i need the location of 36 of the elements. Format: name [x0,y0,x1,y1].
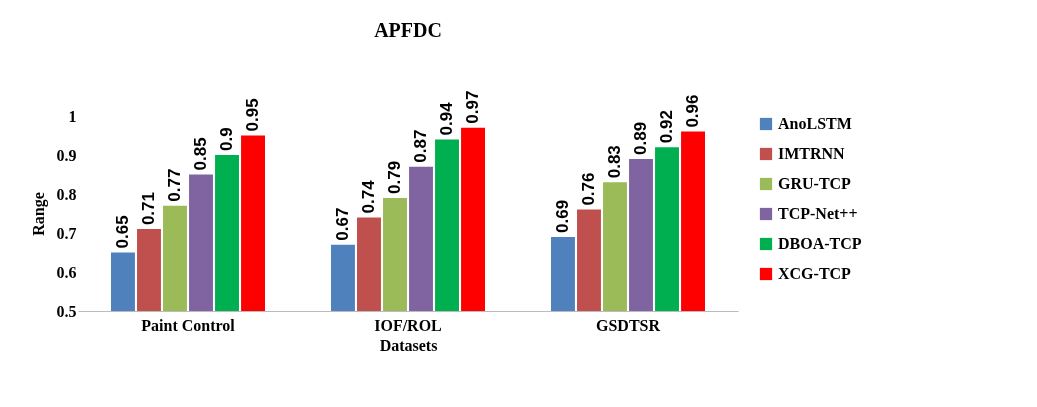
y-tick-label: 0.9 [56,146,77,164]
data-label: 0.85 [191,137,211,171]
data-label: 0.69 [552,199,572,233]
data-label: 0.83 [604,145,624,179]
data-label: 0.65 [112,215,132,249]
data-label: 0.95 [243,98,263,132]
data-label: 0.97 [463,90,483,124]
data-label: 0.79 [384,160,404,194]
y-tick-label: 1 [68,107,77,125]
y-tick-label: 0.8 [56,185,77,203]
x-tick-label: Paint Control [141,316,236,334]
legend-label: XCG-TCP [778,265,852,282]
x-tick-label: IOF/ROL [374,316,442,334]
legend-label: DBOA-TCP [778,235,862,252]
legend-label: TCP-Net++ [778,205,858,222]
y-axis-title: Range [29,192,48,236]
y-tick-label: 0.7 [56,224,77,242]
data-label: 0.67 [332,207,352,241]
legend-label: AnoLSTM [778,115,852,132]
legend-label: IMTRNN [778,145,846,162]
data-label: 0.77 [164,168,184,202]
data-label: 0.89 [631,121,651,155]
chart-title: APFDC [374,18,442,41]
data-label: 0.74 [358,179,378,214]
data-label: 0.87 [411,129,431,163]
data-label: 0.94 [437,101,457,136]
data-label: 0.71 [138,192,158,226]
data-label: 0.76 [578,172,598,206]
x-tick-label: GSDTSR [595,316,661,334]
legend-label: GRU-TCP [778,175,852,192]
data-label: 0.9 [217,127,237,151]
data-label: 0.96 [683,94,703,128]
y-tick-label: 0.5 [56,302,77,320]
y-tick-label: 0.6 [56,263,77,281]
data-label: 0.92 [657,110,677,144]
x-axis-title: Datasets [379,336,438,354]
